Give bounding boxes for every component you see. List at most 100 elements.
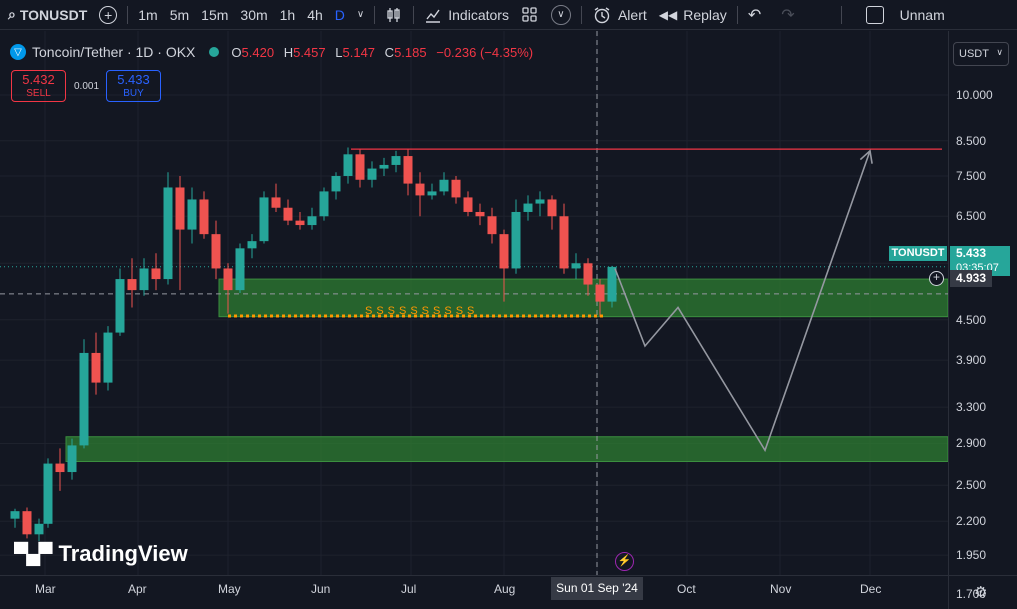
undo-icon: ↶ — [747, 6, 762, 24]
candle-body — [511, 211, 521, 269]
candle-body — [475, 211, 485, 217]
candle-body — [331, 175, 341, 192]
chart-settings-corner[interactable]: ⚙ — [948, 575, 1017, 609]
price-tick-label: 1.700 — [956, 586, 987, 601]
templates-button[interactable] — [515, 0, 545, 30]
layout-name-button[interactable]: Unnam — [860, 0, 951, 30]
buy-price: 5.433 — [117, 72, 150, 87]
candle-body — [55, 463, 65, 473]
timeframe-1m[interactable]: 1m — [138, 6, 158, 23]
time-tick-label: May — [218, 582, 241, 596]
templates-dropdown[interactable]: ∨ — [545, 0, 577, 30]
crosshair-price-tag: 4.933 — [950, 270, 992, 287]
redo-button[interactable]: ↷ — [775, 0, 800, 30]
sell-button[interactable]: 5.432 SELL — [11, 70, 66, 102]
replay-button[interactable]: ◀◀ Replay — [653, 0, 733, 30]
candle-body — [607, 266, 617, 302]
search-icon: ⌕ — [8, 6, 16, 22]
candle-body — [295, 220, 305, 226]
indicators-button[interactable]: Indicators — [418, 0, 515, 30]
add-alert-plus-icon[interactable]: + — [929, 271, 944, 286]
compare-button[interactable]: + — [93, 0, 123, 30]
high-value: 5.457 — [293, 44, 326, 60]
candle-body — [151, 268, 161, 280]
timeframe-1h[interactable]: 1h — [279, 6, 296, 23]
candle-body — [427, 191, 437, 196]
indicators-label: Indicators — [448, 6, 509, 23]
chart-pane[interactable] — [0, 31, 948, 575]
candle-body — [175, 187, 185, 230]
time-tick-label: Jun — [311, 582, 331, 596]
price-tick-label: 6.500 — [956, 209, 987, 224]
time-tick-label: Apr — [128, 582, 147, 596]
candle-body — [547, 199, 557, 217]
time-tick-label: Oct — [677, 582, 696, 596]
candle-body — [415, 183, 425, 196]
candle-body — [127, 279, 137, 291]
timeframe-dropdown[interactable]: ∨ — [351, 0, 370, 30]
redo-icon: ↷ — [781, 6, 795, 24]
price-tick-label: 3.300 — [956, 400, 987, 415]
timeframe-30m[interactable]: 30m — [240, 6, 268, 23]
timeframe-15m[interactable]: 15m — [201, 6, 229, 23]
price-chart[interactable] — [0, 31, 948, 575]
price-tick-label: 2.900 — [956, 436, 987, 451]
candle-body — [115, 279, 125, 333]
projection-path — [614, 150, 871, 453]
candle-body — [163, 187, 173, 280]
candle-body — [451, 179, 461, 198]
toolbar-divider — [413, 5, 415, 24]
low-value: 5.147 — [342, 44, 376, 60]
toolbar-divider — [840, 5, 842, 24]
chart-type-button[interactable] — [379, 0, 409, 30]
tradingview-watermark: ▀▄▀ TradingView — [14, 541, 188, 567]
candle-body — [22, 511, 32, 535]
lightning-event-icon[interactable]: ⚡ — [615, 552, 634, 571]
candle-body — [403, 156, 413, 184]
price-tick-label: 2.200 — [956, 514, 987, 529]
alert-button[interactable]: Alert — [586, 0, 653, 30]
timeframe-4h[interactable]: 4h — [307, 6, 323, 23]
demand-zone — [218, 278, 948, 318]
candle-body — [559, 216, 569, 269]
replay-label: Replay — [683, 6, 727, 23]
sell-label: SELL — [26, 88, 51, 99]
open-value: 5.420 — [241, 44, 275, 60]
chevron-down-icon: ∨ — [996, 47, 1003, 57]
candle-body — [379, 164, 389, 169]
market-status-dot — [209, 47, 220, 57]
candle-body — [67, 445, 77, 473]
candle-body — [463, 197, 473, 212]
symbol-search[interactable]: ⌕ TONUSDT — [0, 0, 93, 30]
buy-button[interactable]: 5.433 BUY — [106, 70, 161, 102]
candle-body — [343, 154, 353, 176]
price-scale[interactable] — [948, 31, 1017, 575]
candle-body — [499, 234, 509, 269]
time-scale[interactable] — [0, 575, 948, 609]
chart-legend: ▽ Toncoin/Tether · 1D · OKX O5.420 H5.45… — [10, 44, 539, 60]
toncoin-icon: ▽ — [10, 44, 26, 60]
toolbar-divider — [580, 5, 582, 24]
toolbar-divider — [736, 5, 738, 24]
undo-button[interactable]: ↶ — [742, 0, 767, 30]
symbol-title[interactable]: Toncoin/Tether · 1D · OKX — [32, 44, 196, 60]
price-tick-label: 4.500 — [956, 312, 987, 327]
time-tick-label: Mar — [35, 582, 56, 596]
gear-icon: ⚙ — [974, 584, 988, 601]
time-tick-label: Jul — [401, 582, 417, 596]
crosshair-date-tag: Sun 01 Sep '24 — [551, 577, 643, 600]
currency-label: USDT — [959, 48, 989, 60]
candle-body — [34, 523, 44, 535]
sell-price: 5.432 — [22, 72, 55, 87]
candle-body — [247, 241, 257, 249]
watermark-text: TradingView — [58, 541, 188, 566]
spread-value: 0.001 — [74, 81, 100, 92]
timeframe-d[interactable]: D — [334, 6, 345, 23]
price-tick-label: 2.500 — [956, 478, 987, 493]
timeframe-5m[interactable]: 5m — [169, 6, 190, 23]
top-toolbar: ⌕ TONUSDT + 1m 5m 15m 30m 1h 4h D ∨ Indi… — [0, 0, 1017, 30]
candle-body — [391, 156, 401, 165]
layout-name: Unnam — [899, 6, 945, 23]
currency-select[interactable]: USDT ∨ — [953, 42, 1009, 66]
candle-body — [439, 179, 449, 192]
